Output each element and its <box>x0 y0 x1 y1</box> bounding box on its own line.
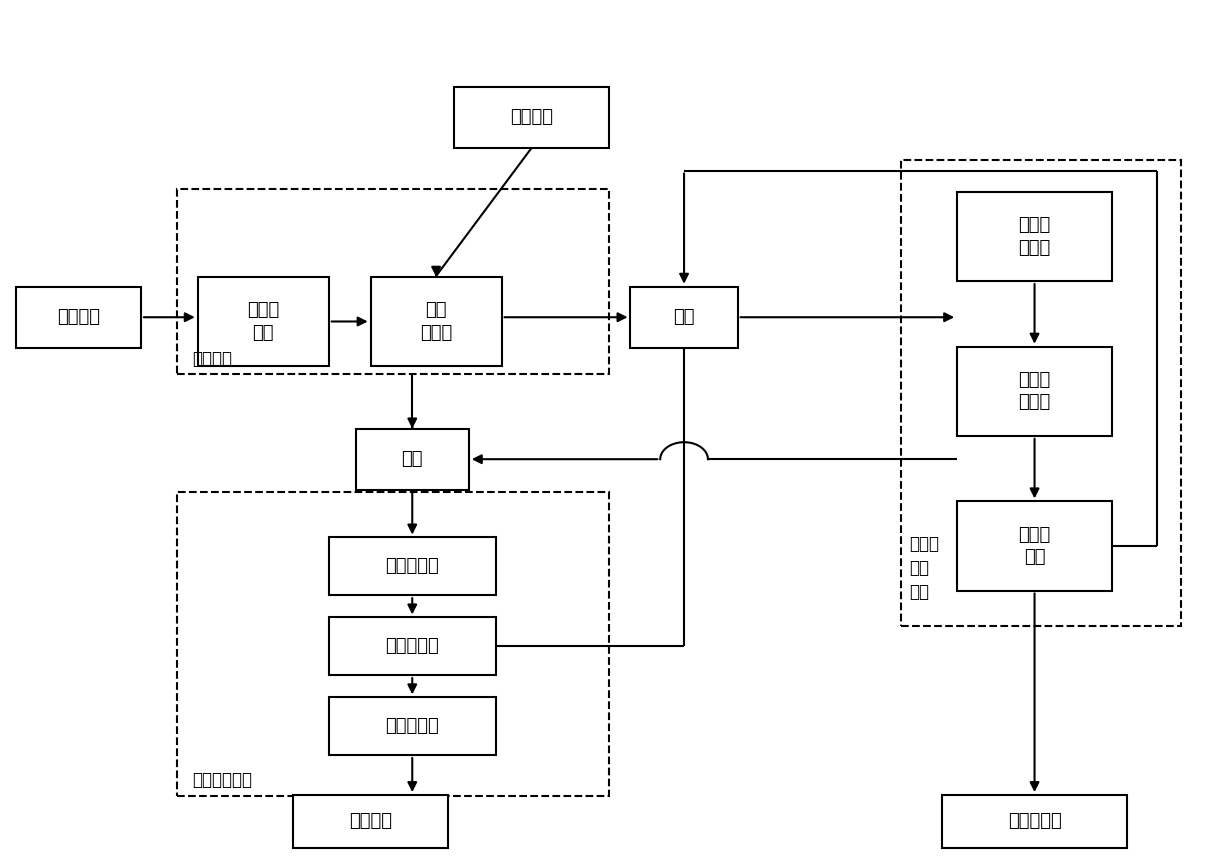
Text: 固液分离单元: 固液分离单元 <box>192 771 252 789</box>
Text: 加药单元: 加药单元 <box>510 109 554 126</box>
Bar <box>958 192 1112 281</box>
Bar <box>958 501 1112 591</box>
Text: 好氧生
物滤池: 好氧生 物滤池 <box>1018 372 1050 411</box>
Bar <box>453 87 609 148</box>
Bar <box>198 276 329 366</box>
Bar <box>631 287 738 348</box>
Bar <box>293 795 447 848</box>
Text: 恒流沉
降池: 恒流沉 降池 <box>247 302 280 341</box>
Bar <box>356 429 469 490</box>
Text: 水泵: 水泵 <box>673 308 695 327</box>
Bar <box>958 346 1112 435</box>
Bar <box>177 189 609 374</box>
Bar <box>329 697 496 755</box>
Text: 厌氧生
物滤池: 厌氧生 物滤池 <box>1018 216 1050 257</box>
Bar <box>177 492 609 796</box>
Text: 泥渣外运: 泥渣外运 <box>349 812 392 830</box>
Bar <box>329 537 496 595</box>
Bar <box>16 287 141 348</box>
Text: 微生物
处理
单元: 微生物 处理 单元 <box>909 536 939 600</box>
Bar <box>901 160 1181 626</box>
Text: 物化
沉淀池: 物化 沉淀池 <box>420 302 452 341</box>
Text: 储水单元: 储水单元 <box>57 308 100 327</box>
Bar <box>942 795 1126 848</box>
Text: 沉降单元: 沉降单元 <box>192 350 232 368</box>
Text: 污泥干燥机: 污泥干燥机 <box>386 717 439 735</box>
Text: 污泥脱水机: 污泥脱水机 <box>386 638 439 655</box>
Bar <box>370 276 502 366</box>
Text: 污泥浓缩池: 污泥浓缩池 <box>386 557 439 575</box>
Bar <box>329 617 496 675</box>
Text: 接触氧
化池: 接触氧 化池 <box>1018 526 1050 566</box>
Text: 过滤水排出: 过滤水排出 <box>1008 812 1061 830</box>
Text: 泥泵: 泥泵 <box>402 450 423 468</box>
